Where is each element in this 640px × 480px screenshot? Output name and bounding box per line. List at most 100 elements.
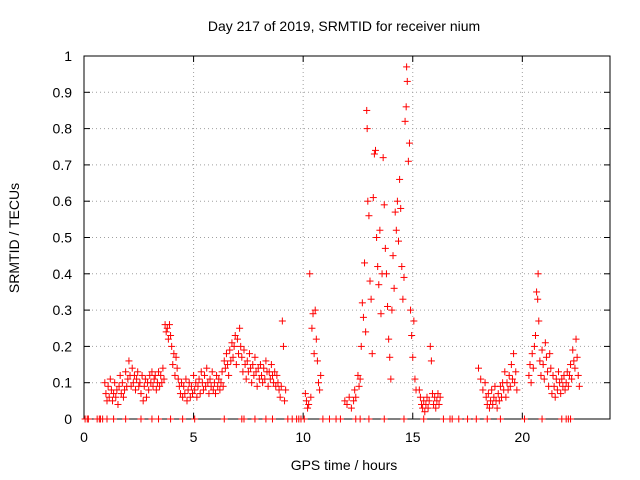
data-point — [148, 368, 156, 376]
data-point — [544, 368, 552, 376]
data-point — [393, 197, 401, 205]
y-tick-label: 0.4 — [53, 266, 73, 282]
data-point — [219, 382, 227, 390]
data-point — [178, 379, 186, 387]
data-point — [343, 400, 351, 408]
data-point — [434, 390, 442, 398]
data-point — [309, 310, 317, 318]
data-point — [370, 150, 378, 158]
data-point — [137, 415, 145, 423]
data-point — [307, 393, 315, 401]
data-point — [369, 194, 377, 202]
data-point — [472, 415, 480, 423]
data-point — [241, 361, 249, 369]
data-point — [536, 357, 544, 365]
data-point — [377, 310, 385, 318]
data-point — [196, 390, 204, 398]
data-point — [436, 393, 444, 401]
data-point — [534, 270, 542, 278]
data-point — [403, 63, 411, 71]
data-point — [169, 361, 177, 369]
data-point — [148, 415, 156, 423]
data-point — [229, 353, 237, 361]
data-point — [304, 404, 312, 412]
data-point — [501, 368, 509, 376]
data-point — [399, 295, 407, 303]
data-point — [233, 335, 241, 343]
data-point — [264, 382, 272, 390]
data-point — [187, 382, 195, 390]
data-point — [195, 375, 203, 383]
data-point — [112, 393, 120, 401]
data-point — [319, 415, 327, 423]
data-point — [222, 350, 230, 358]
data-point — [216, 386, 224, 394]
data-point — [420, 415, 428, 423]
data-point — [455, 415, 463, 423]
data-point — [483, 415, 491, 423]
data-point — [408, 332, 416, 340]
data-point — [425, 397, 433, 405]
data-point — [212, 390, 219, 398]
data-point — [567, 415, 575, 423]
x-tick-label: 5 — [190, 429, 198, 445]
data-point — [508, 375, 516, 383]
data-point — [121, 386, 129, 394]
data-point — [530, 342, 538, 350]
data-point — [375, 281, 383, 289]
data-point — [279, 342, 287, 350]
data-point — [351, 386, 359, 394]
data-point — [133, 375, 141, 383]
data-point — [496, 415, 504, 423]
data-point — [213, 371, 221, 379]
data-point — [311, 306, 319, 314]
data-point — [493, 404, 501, 412]
data-point — [225, 371, 233, 379]
data-point — [409, 353, 417, 361]
data-point — [392, 226, 400, 234]
data-point — [184, 386, 192, 394]
data-point — [527, 379, 535, 387]
data-point — [147, 379, 155, 387]
data-point — [127, 382, 135, 390]
data-point — [374, 263, 382, 271]
data-point — [391, 208, 399, 216]
data-point — [110, 390, 118, 398]
data-point — [404, 157, 412, 165]
data-point — [150, 375, 158, 383]
data-point — [157, 371, 165, 379]
data-point — [511, 379, 519, 387]
data-point — [395, 237, 403, 245]
data-point — [503, 379, 511, 387]
data-point — [104, 382, 112, 390]
data-point — [477, 375, 485, 383]
data-point — [191, 415, 199, 423]
data-point — [352, 393, 360, 401]
data-point — [526, 361, 534, 369]
data-point — [521, 415, 529, 423]
data-point — [282, 386, 290, 394]
data-point — [347, 404, 355, 412]
data-point — [359, 313, 367, 321]
data-point — [427, 357, 435, 365]
data-point — [535, 317, 543, 325]
data-point — [251, 415, 259, 423]
data-point — [235, 350, 243, 358]
data-point — [194, 382, 202, 390]
data-point — [302, 397, 310, 405]
data-point — [165, 321, 173, 329]
data-point — [389, 252, 397, 260]
data-point — [192, 379, 200, 387]
data-point — [136, 379, 144, 387]
data-point — [433, 397, 441, 405]
data-point — [565, 371, 573, 379]
data-point — [550, 382, 558, 390]
y-tick-label: 0 — [64, 411, 72, 427]
data-point — [533, 288, 541, 296]
data-point — [167, 332, 175, 340]
data-point — [106, 375, 114, 383]
data-point — [230, 342, 238, 350]
data-point — [361, 259, 369, 267]
data-point — [386, 353, 394, 361]
data-point — [197, 368, 205, 376]
